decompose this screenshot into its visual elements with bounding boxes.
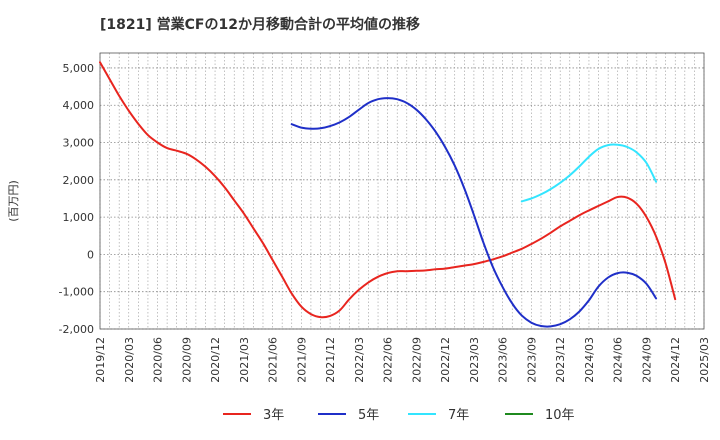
chart-title: [1821] 営業CFの12か月移動合計の平均値の推移 <box>100 16 420 33</box>
legend: 3年 5年 7年 10年 <box>223 408 575 423</box>
x-tick-label: 2024/09 <box>640 337 653 383</box>
x-tick-label: 2020/06 <box>152 337 165 383</box>
x-tick-label: 2023/09 <box>525 337 538 383</box>
x-tick-label: 2024/06 <box>612 337 625 383</box>
x-tick-label: 2024/12 <box>669 337 682 383</box>
x-tick-label: 2024/03 <box>583 337 596 383</box>
x-tick-label: 2021/09 <box>295 337 308 383</box>
legend-label-7年: 7年 <box>448 408 469 423</box>
x-tick-label: 2023/03 <box>468 337 481 383</box>
y-tick-label: -2,000 <box>59 323 94 336</box>
x-tick-label: 2022/03 <box>353 337 366 383</box>
x-tick-label: 2023/06 <box>497 337 510 383</box>
x-tick-label: 2019/12 <box>94 337 107 383</box>
y-tick-label: 5,000 <box>63 62 95 75</box>
x-tick-label: 2021/03 <box>238 337 251 383</box>
y-tick-label: 4,000 <box>63 99 95 112</box>
axis-layer: -2,000 -1,000 0 1,000 2,000 3,000 4,000 5,000 20… <box>59 52 711 383</box>
x-tick-label: 2020/03 <box>123 337 136 383</box>
y-axis-label: (百万円) <box>7 180 20 222</box>
grid-layer <box>99 53 705 330</box>
x-tick-label: 2022/09 <box>410 337 423 383</box>
x-tick-label: 2020/09 <box>180 337 193 383</box>
plot-frame <box>99 52 705 330</box>
x-tick-label: 2025/03 <box>698 337 711 383</box>
y-tick-label: 0 <box>87 248 94 261</box>
y-tick-label: 1,000 <box>63 211 95 224</box>
series-line-5年 <box>290 97 658 328</box>
series-line-7年 <box>520 143 658 203</box>
x-tick-label: 2023/12 <box>554 337 567 383</box>
x-tick-label: 2022/12 <box>439 337 452 383</box>
y-tick-label: 3,000 <box>63 137 95 150</box>
legend-label-10年: 10年 <box>545 408 575 423</box>
x-tick-label: 2021/06 <box>267 337 280 383</box>
x-tick-label: 2020/12 <box>209 337 222 383</box>
series-layer <box>99 61 677 328</box>
y-tick-label: -1,000 <box>59 286 94 299</box>
x-tick-label: 2021/12 <box>324 337 337 383</box>
legend-label-3年: 3年 <box>263 408 284 423</box>
y-tick-label: 2,000 <box>63 174 95 187</box>
legend-label-5年: 5年 <box>358 408 379 423</box>
x-tick-label: 2022/06 <box>382 337 395 383</box>
series-line-3年 <box>99 61 677 319</box>
